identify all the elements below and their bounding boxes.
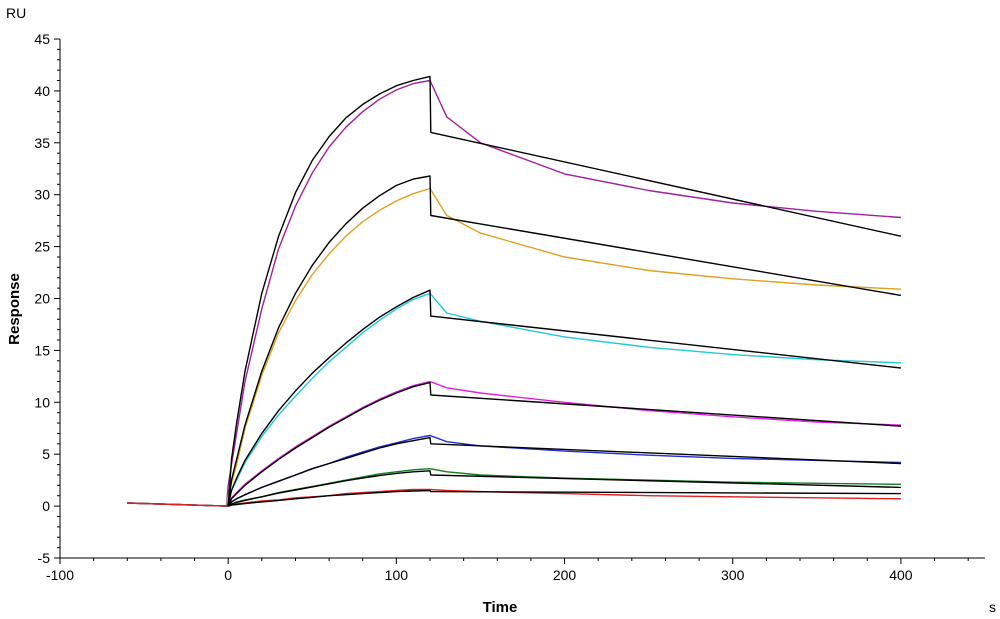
y-unit-label: RU <box>6 5 26 21</box>
response-curve-4 <box>127 380 901 507</box>
x-tick-label: -100 <box>46 567 74 583</box>
x-unit-label: s <box>989 599 996 615</box>
fit-curve-6 <box>227 470 901 507</box>
fit-curve-5 <box>227 436 901 507</box>
series-layer <box>127 79 901 507</box>
fit-layer <box>227 75 902 507</box>
y-axis-title: Response <box>6 273 23 345</box>
x-tick-label: 100 <box>385 567 409 583</box>
y-tick-label: 35 <box>34 135 50 151</box>
y-tick-label: 20 <box>34 291 50 307</box>
x-tick-label: 0 <box>224 567 232 583</box>
y-tick-label: 15 <box>34 342 50 358</box>
y-tick-label: 25 <box>34 239 50 255</box>
x-axis-ticks: -100 0 100 200 300 400 <box>46 558 969 583</box>
fit-curve-1 <box>227 75 902 507</box>
y-tick-label: 40 <box>34 83 50 99</box>
x-axis-title: Time <box>483 599 518 616</box>
y-tick-label: 45 <box>34 31 50 47</box>
x-tick-label: 400 <box>889 567 913 583</box>
x-tick-label: 300 <box>721 567 745 583</box>
y-tick-label: 5 <box>42 446 50 462</box>
fit-curve-3 <box>227 289 901 507</box>
fit-curve-4 <box>227 381 901 507</box>
fit-curve-2 <box>227 175 902 507</box>
x-tick-label: 200 <box>553 567 577 583</box>
y-tick-label: 0 <box>42 498 50 514</box>
y-tick-label: 30 <box>34 187 50 203</box>
y-axis-ticks: -5 0 5 10 15 20 25 30 35 40 45 <box>34 31 60 566</box>
fit-curve-7 <box>227 489 901 507</box>
y-tick-label: -5 <box>38 550 51 566</box>
response-curve-2 <box>127 187 901 507</box>
y-tick-label: 10 <box>34 394 50 410</box>
response-curve-1 <box>127 79 901 507</box>
